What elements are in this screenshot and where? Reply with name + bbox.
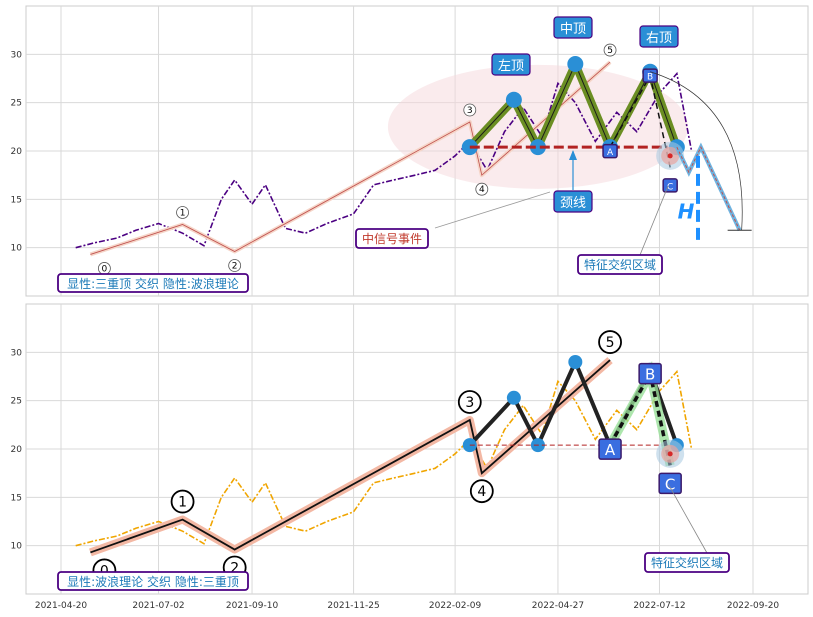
wave-label: 3 [467, 106, 473, 116]
price-line [75, 71, 693, 249]
event-arrow [434, 191, 551, 229]
wave-label-circle [170, 489, 195, 514]
abc-badge-label: C [667, 182, 673, 192]
abc-badge [658, 472, 682, 495]
right-top-badge-label: 右顶 [646, 31, 672, 46]
wave-label: 4 [479, 185, 485, 195]
target-leg-core [676, 145, 741, 231]
zone-box [644, 552, 730, 573]
y-tick-label: 10 [11, 244, 23, 254]
x-tick-label: 2022-04-27 [532, 601, 584, 611]
panel-top: 10 15 20 25 30 A B C 0 1 2 3 4 5 显性:三重顶 交织 隐性:波浪理论 特征交织… [11, 5, 809, 297]
y-tick-label: 10 [11, 542, 23, 552]
y-tick-label: 25 [11, 397, 22, 407]
x-tick-label: 2021-11-25 [327, 601, 379, 611]
pattern-node [567, 56, 584, 72]
price-line [75, 369, 693, 547]
wave-label-circle [469, 479, 494, 504]
wave-line [90, 359, 611, 554]
wave-label-circle [228, 259, 242, 272]
wave-label-circle [176, 206, 189, 219]
abc-badge-label: B [645, 366, 655, 384]
event-text: 中信号事件 [362, 231, 422, 246]
caption-box [57, 273, 249, 293]
caption-box [57, 571, 249, 591]
pattern-node [529, 139, 546, 156]
zone-arrow [639, 185, 669, 256]
abc-badge-label: C [665, 475, 675, 493]
mid-top-badge-label: 中顶 [560, 22, 586, 37]
wave-label: 2 [230, 561, 239, 577]
neckline-badge [553, 190, 593, 213]
wave-label: 5 [606, 335, 615, 351]
zone-arrow [667, 483, 708, 554]
y-tick-label: 20 [11, 445, 23, 455]
wave-label: 4 [477, 484, 486, 500]
right-top-badge [639, 25, 679, 48]
caption-text: 显性:三重顶 交织 隐性:波浪理论 [67, 276, 239, 291]
wave-label-circle [463, 103, 477, 117]
wave-label: 2 [232, 262, 238, 272]
zone-dot [667, 153, 673, 159]
x-tick-label: 2021-09-10 [226, 601, 279, 611]
wave-label: 1 [180, 208, 186, 218]
height-label: H [678, 200, 695, 224]
zone-box [577, 254, 663, 275]
y-tick-label: 25 [11, 99, 22, 109]
abc-badge [638, 362, 662, 385]
x-tick-label: 2022-09-20 [727, 601, 780, 611]
abc-badge [602, 143, 618, 159]
wave-label-circle [598, 330, 622, 354]
zone-text: 特征交织区域 [584, 257, 656, 272]
pattern-node [568, 355, 583, 369]
y-tick-label: 30 [11, 348, 23, 358]
abc-badge [642, 68, 658, 83]
pattern-node [506, 390, 521, 405]
y-tick-label: 20 [11, 147, 23, 157]
x-tick-label: 2022-07-12 [633, 601, 685, 611]
wave-label-circle [457, 390, 482, 414]
neckline-arrowhead [569, 150, 577, 160]
y-tick-label: 15 [11, 195, 22, 205]
abc-badge-label: A [607, 148, 614, 158]
left-top-badge-label: 左顶 [498, 59, 524, 74]
wave-label: 1 [178, 495, 187, 511]
abc-badge [598, 438, 622, 460]
caption-text: 显性:波浪理论 交织 隐性:三重顶 [67, 574, 239, 589]
wave-label: 5 [607, 46, 613, 56]
x-tick-label: 2021-07-02 [132, 601, 184, 611]
wave-label-circle [603, 43, 617, 57]
wave-label-circle [475, 182, 489, 196]
abc-badge-label: B [647, 73, 653, 83]
abc-badge-label: A [605, 441, 616, 459]
zone-dot [667, 451, 673, 457]
y-tick-label: 30 [11, 50, 23, 60]
zone-text: 特征交织区域 [651, 555, 723, 570]
wave-line [90, 61, 611, 255]
left-top-badge [491, 53, 531, 76]
wave-label: 0 [102, 264, 108, 274]
x-tick-label: 2021-04-20 [35, 601, 88, 611]
neckline-badge-label: 颈线 [560, 196, 586, 211]
projection-arc [650, 71, 743, 231]
y-tick-label: 15 [11, 493, 22, 503]
pattern-node [505, 91, 522, 108]
event-box [355, 228, 429, 249]
mid-top-badge [553, 16, 593, 39]
x-tick-label: 2022-02-09 [429, 601, 482, 611]
wave-label: 3 [465, 395, 474, 411]
